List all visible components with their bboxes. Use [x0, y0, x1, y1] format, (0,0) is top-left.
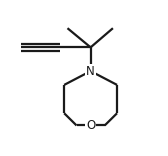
- Text: O: O: [86, 119, 95, 132]
- Text: N: N: [86, 65, 95, 78]
